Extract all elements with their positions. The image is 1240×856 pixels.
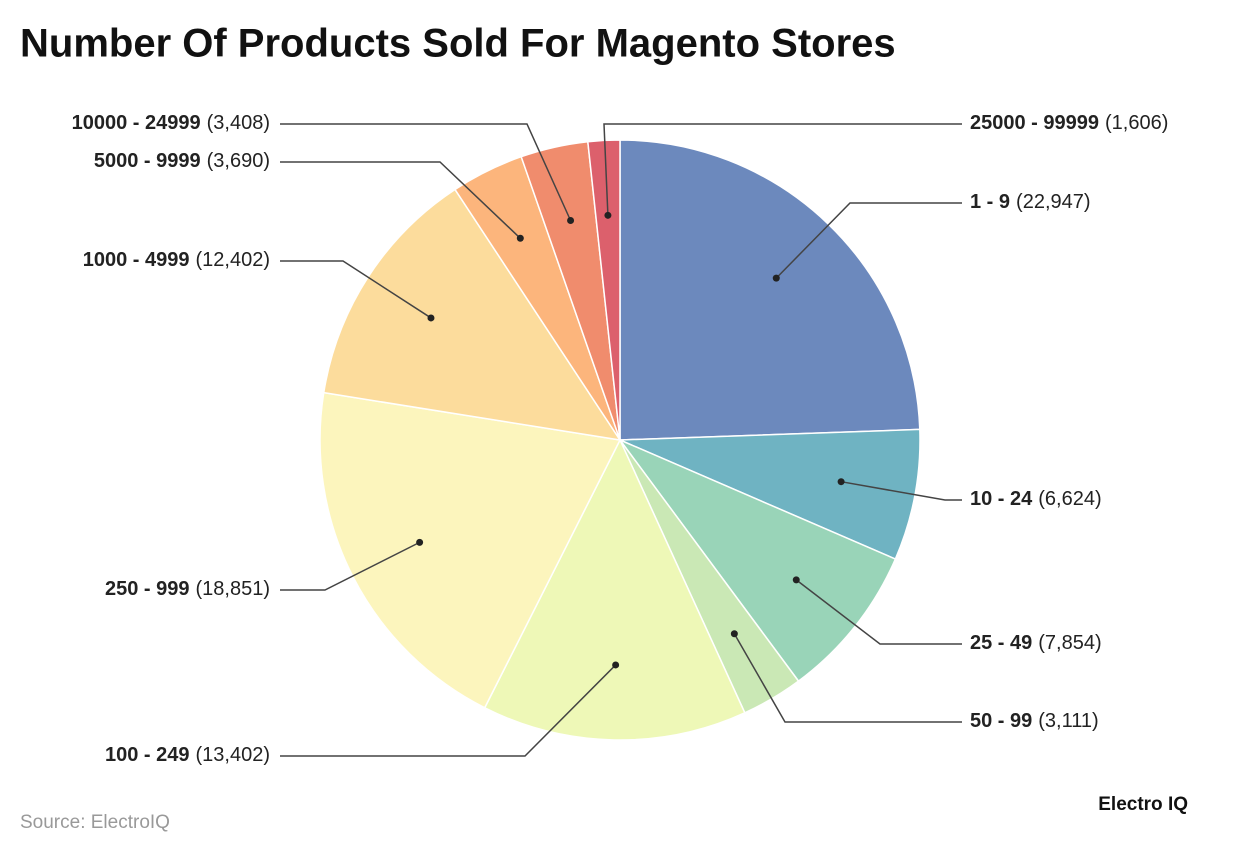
leader-line xyxy=(280,161,521,239)
data-label: 10000 - 24999 (3,408) xyxy=(72,112,270,134)
data-label: 50 - 99 (3,111) xyxy=(970,710,1099,732)
labels: 1 - 9 (22,947) 10 - 24 (6,624) 25 - 49 (7,854… xyxy=(72,112,1169,766)
leader-line xyxy=(775,202,962,279)
label-category: 250 - 999 xyxy=(105,578,190,600)
label-category: 25 - 49 xyxy=(970,632,1032,654)
leader-line xyxy=(280,541,420,591)
brand: Electro IQ xyxy=(1098,794,1188,815)
label-value: (3,111) xyxy=(1038,710,1098,732)
label-value: (6,624) xyxy=(1038,488,1101,510)
leader-line xyxy=(840,480,962,501)
slice xyxy=(617,438,897,683)
label-value: (13,402) xyxy=(196,744,271,766)
label-category: 10000 - 24999 xyxy=(72,112,201,134)
chart-title: Number Of Products Sold For Magento Stor… xyxy=(20,22,896,66)
leader-dot xyxy=(416,538,424,546)
pie xyxy=(319,139,921,741)
label-value: (1,606) xyxy=(1105,112,1168,134)
label-category: 1000 - 4999 xyxy=(83,249,190,271)
label-category: 5000 - 9999 xyxy=(94,150,201,172)
leader-line xyxy=(280,260,432,319)
label-value: (3,408) xyxy=(207,112,270,134)
label-category: 10 - 24 xyxy=(970,488,1033,510)
leader-dot xyxy=(837,478,845,486)
label-value: (22,947) xyxy=(1016,191,1091,213)
slice xyxy=(483,438,746,741)
data-label: 25000 - 99999 (1,606) xyxy=(970,112,1168,134)
label-value: (12,402) xyxy=(196,249,271,271)
leader-dot xyxy=(516,234,524,242)
label-value: (18,851) xyxy=(196,578,271,600)
data-label: 25 - 49 (7,854) xyxy=(970,632,1102,654)
data-label: 5000 - 9999 (3,690) xyxy=(94,150,270,172)
slice xyxy=(586,139,621,441)
leader-dot xyxy=(427,314,435,322)
leader-dot xyxy=(730,630,738,638)
data-label: 1 - 9 (22,947) xyxy=(970,191,1091,213)
label-category: 1 - 9 xyxy=(970,191,1010,213)
slice xyxy=(619,139,921,441)
leader-dot xyxy=(567,216,575,224)
data-label: 100 - 249 (13,402) xyxy=(105,744,270,766)
leader-dot xyxy=(612,661,620,669)
leader-line xyxy=(733,633,962,723)
leader-dot xyxy=(772,274,780,282)
leader-line xyxy=(280,123,572,221)
leader-line xyxy=(603,123,962,216)
leader-line xyxy=(280,664,617,757)
label-category: 50 - 99 xyxy=(970,710,1032,732)
slice xyxy=(619,428,921,561)
data-label: 1000 - 4999 (12,402) xyxy=(83,249,270,271)
leader-dot xyxy=(792,576,800,584)
source: Source: ElectroIQ xyxy=(20,812,170,833)
data-label: 10 - 24 (6,624) xyxy=(970,488,1102,510)
label-category: 100 - 249 xyxy=(105,744,190,766)
label-category: 25000 - 99999 xyxy=(970,112,1099,134)
leader-line xyxy=(795,579,962,645)
data-label: 250 - 999 (18,851) xyxy=(105,578,270,600)
leader-dot xyxy=(604,211,612,219)
label-value: (7,854) xyxy=(1038,632,1101,654)
label-value: (3,690) xyxy=(207,150,270,172)
